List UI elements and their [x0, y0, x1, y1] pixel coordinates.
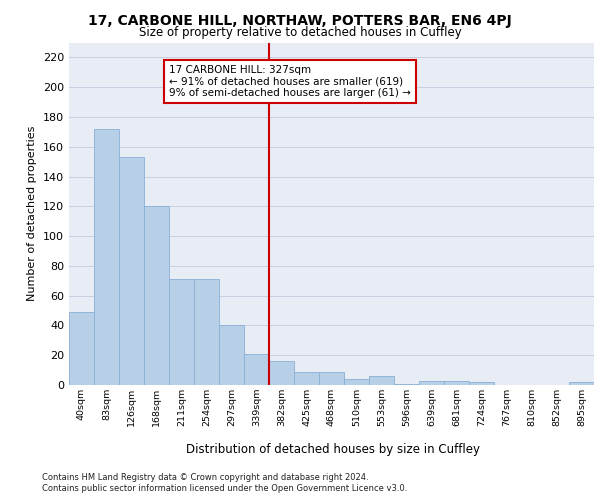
Bar	[119, 157, 144, 385]
Bar	[344, 379, 369, 385]
Text: 17 CARBONE HILL: 327sqm
← 91% of detached houses are smaller (619)
9% of semi-de: 17 CARBONE HILL: 327sqm ← 91% of detache…	[169, 65, 411, 98]
Bar	[169, 280, 194, 385]
Bar	[94, 129, 119, 385]
Bar	[369, 376, 394, 385]
Bar	[294, 372, 319, 385]
Bar	[194, 280, 219, 385]
Y-axis label: Number of detached properties: Number of detached properties	[28, 126, 37, 302]
Bar	[69, 312, 94, 385]
Bar	[319, 372, 344, 385]
Bar	[569, 382, 594, 385]
Text: Contains public sector information licensed under the Open Government Licence v3: Contains public sector information licen…	[42, 484, 407, 493]
Bar	[269, 361, 294, 385]
Bar	[219, 326, 244, 385]
Bar	[419, 380, 444, 385]
Text: Distribution of detached houses by size in Cuffley: Distribution of detached houses by size …	[186, 442, 480, 456]
Bar	[244, 354, 269, 385]
Bar	[144, 206, 169, 385]
Bar	[444, 380, 469, 385]
Text: 17, CARBONE HILL, NORTHAW, POTTERS BAR, EN6 4PJ: 17, CARBONE HILL, NORTHAW, POTTERS BAR, …	[88, 14, 512, 28]
Text: Contains HM Land Registry data © Crown copyright and database right 2024.: Contains HM Land Registry data © Crown c…	[42, 472, 368, 482]
Text: Size of property relative to detached houses in Cuffley: Size of property relative to detached ho…	[139, 26, 461, 39]
Bar	[394, 384, 419, 385]
Bar	[469, 382, 494, 385]
